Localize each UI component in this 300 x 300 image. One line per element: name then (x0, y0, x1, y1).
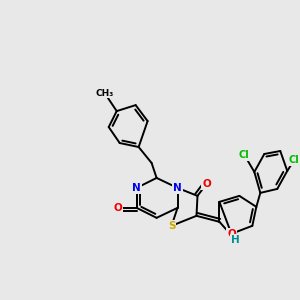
Text: O: O (227, 229, 236, 239)
Text: Cl: Cl (239, 150, 250, 160)
Text: Cl: Cl (289, 155, 300, 165)
Text: CH₃: CH₃ (96, 88, 114, 98)
Text: O: O (113, 203, 122, 213)
Text: S: S (168, 221, 175, 231)
Text: N: N (173, 183, 182, 193)
Text: N: N (132, 183, 141, 193)
Text: H: H (231, 235, 240, 245)
Text: O: O (202, 179, 211, 189)
